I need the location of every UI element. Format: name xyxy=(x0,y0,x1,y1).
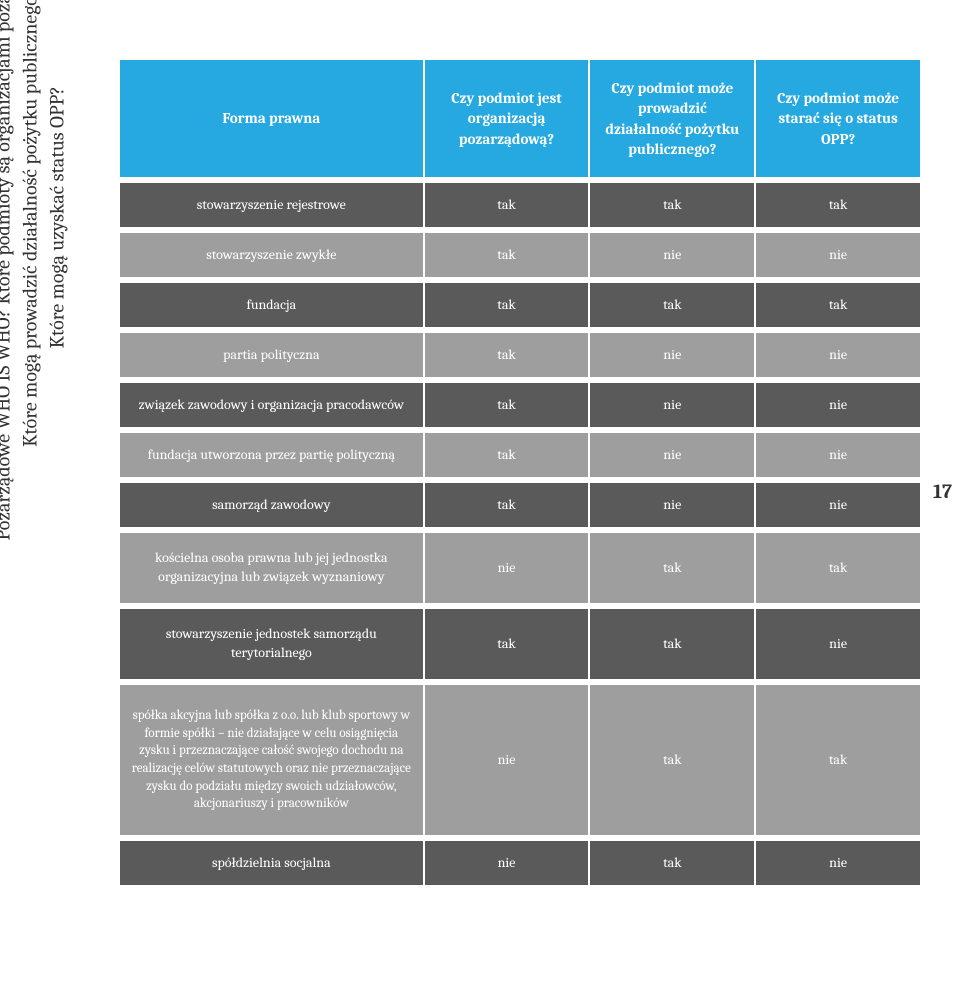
row-label: fundacja xyxy=(120,283,423,327)
row-value: nie xyxy=(590,383,754,427)
table-header-row: Forma prawnaCzy podmiot jest organizacją… xyxy=(120,60,920,177)
row-label: stowarzyszenie jednostek samorządu teryt… xyxy=(120,609,423,679)
row-value: nie xyxy=(590,433,754,477)
table-row: związek zawodowy i organizacja pracodawc… xyxy=(120,383,920,427)
table-header-cell: Czy podmiot może starać się o status OPP… xyxy=(756,60,920,177)
row-value: tak xyxy=(756,283,920,327)
table-row: spółka akcyjna lub spółka z o.o. lub klu… xyxy=(120,685,920,835)
row-value: nie xyxy=(425,841,589,885)
row-value: tak xyxy=(425,333,589,377)
row-value: tak xyxy=(425,609,589,679)
row-value: nie xyxy=(425,533,589,603)
row-value: nie xyxy=(590,333,754,377)
row-label: związek zawodowy i organizacja pracodawc… xyxy=(120,383,423,427)
row-value: nie xyxy=(590,483,754,527)
row-value: tak xyxy=(590,685,754,835)
row-value: nie xyxy=(425,685,589,835)
sidebar-line-2: Które mogą prowadzić działalność pożytku… xyxy=(19,0,42,447)
row-value: tak xyxy=(425,183,589,227)
row-value: tak xyxy=(590,183,754,227)
table-header-cell: Czy podmiot jest organizacją pozarządową… xyxy=(425,60,589,177)
row-label: stowarzyszenie rejestrowe xyxy=(120,183,423,227)
row-label: spółdzielnia socjalna xyxy=(120,841,423,885)
row-value: tak xyxy=(590,609,754,679)
row-value: tak xyxy=(590,841,754,885)
table-header-cell: Forma prawna xyxy=(120,60,423,177)
legal-forms-table: Forma prawnaCzy podmiot jest organizacją… xyxy=(120,60,920,891)
row-value: tak xyxy=(590,283,754,327)
table-row: stowarzyszenie jednostek samorządu teryt… xyxy=(120,609,920,679)
table-row: stowarzyszenie zwykłetaknienie xyxy=(120,233,920,277)
row-value: tak xyxy=(425,483,589,527)
row-value: tak xyxy=(756,533,920,603)
row-label: samorząd zawodowy xyxy=(120,483,423,527)
row-value: nie xyxy=(756,609,920,679)
row-value: nie xyxy=(590,233,754,277)
table-header-cell: Czy podmiot może prowadzić działalność p… xyxy=(590,60,754,177)
row-value: tak xyxy=(425,433,589,477)
table-row: fundacja utworzona przez partię politycz… xyxy=(120,433,920,477)
table-row: samorząd zawodowytaknienie xyxy=(120,483,920,527)
row-label: partia polityczna xyxy=(120,333,423,377)
row-value: tak xyxy=(756,685,920,835)
row-value: tak xyxy=(756,183,920,227)
table-row: stowarzyszenie rejestrowetaktaktak xyxy=(120,183,920,227)
row-label: fundacja utworzona przez partię politycz… xyxy=(120,433,423,477)
row-value: nie xyxy=(756,433,920,477)
row-value: tak xyxy=(425,283,589,327)
row-label: kościelna osoba prawna lub jej jednostka… xyxy=(120,533,423,603)
sidebar-rotated-title: Pozarządowe WHO IS WHO? Które podmioty s… xyxy=(0,0,71,541)
table-row: spółdzielnia socjalnanietaknie xyxy=(120,841,920,885)
table-row: kościelna osoba prawna lub jej jednostka… xyxy=(120,533,920,603)
row-label: stowarzyszenie zwykłe xyxy=(120,233,423,277)
row-value: nie xyxy=(756,483,920,527)
sidebar-line-3: Które mogą uzyskać status OPP? xyxy=(46,86,69,348)
row-value: tak xyxy=(590,533,754,603)
row-value: nie xyxy=(756,233,920,277)
table-row: fundacjataktaktak xyxy=(120,283,920,327)
row-value: nie xyxy=(756,333,920,377)
row-value: nie xyxy=(756,841,920,885)
table-row: partia politycznataknienie xyxy=(120,333,920,377)
page-number: 17 xyxy=(933,480,952,503)
row-value: nie xyxy=(756,383,920,427)
row-value: tak xyxy=(425,383,589,427)
row-value: tak xyxy=(425,233,589,277)
row-label: spółka akcyjna lub spółka z o.o. lub klu… xyxy=(120,685,423,835)
sidebar-line-1: Pozarządowe WHO IS WHO? Które podmioty s… xyxy=(0,0,15,541)
